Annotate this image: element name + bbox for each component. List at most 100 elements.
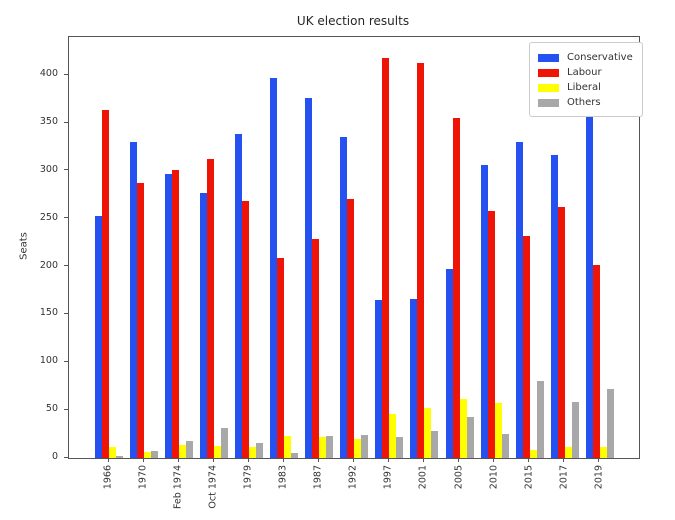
bar-liberal-1970 (144, 452, 152, 458)
y-tick-label: 150 (39, 307, 58, 319)
x-tick-label: 2015 (523, 465, 535, 490)
x-tick-label: 1966 (102, 465, 114, 490)
bar-conservative-2005 (445, 268, 453, 458)
bar-conservative-1987 (305, 98, 313, 458)
y-tick-label: 350 (39, 116, 58, 128)
bar-others-1997 (396, 436, 404, 458)
x-tick-mark (563, 458, 565, 462)
bar-labour-1970 (137, 183, 145, 458)
x-tick-label: 2017 (558, 465, 570, 490)
bar-liberal-1979 (249, 447, 257, 458)
bar-others-1970 (151, 451, 159, 458)
bar-conservative-2015 (515, 142, 523, 458)
bar-labour-1997 (382, 58, 390, 458)
y-tick-label: 200 (39, 259, 58, 271)
bar-labour-2015 (522, 236, 530, 458)
bar-conservative-oct-1974 (200, 192, 208, 458)
bar-others-2017 (571, 401, 579, 458)
y-tick-label: 50 (45, 403, 58, 415)
y-tick-mark (64, 265, 68, 267)
bar-labour-2017 (557, 207, 565, 458)
bar-others-1983 (291, 453, 299, 458)
x-tick-mark (458, 458, 459, 462)
y-tick-mark (64, 408, 68, 410)
x-tick-label: 1970 (137, 465, 149, 490)
bar-labour-1979 (242, 200, 250, 458)
y-axis-label: Seats (18, 232, 30, 260)
y-tick-label: 0 (51, 451, 58, 462)
x-tick-label: Feb 1974 (172, 465, 184, 510)
x-tick-mark (142, 458, 144, 462)
x-tick-mark (212, 458, 214, 462)
bar-liberal-2015 (529, 450, 537, 458)
bar-labour-feb-1974 (172, 170, 180, 458)
y-tick-mark (64, 217, 68, 219)
x-tick-mark (352, 458, 354, 462)
bar-labour-2019 (592, 264, 600, 458)
bar-liberal-2017 (564, 446, 572, 458)
legend-swatch-liberal (538, 83, 559, 92)
y-tick-label: 400 (39, 68, 58, 80)
bar-labour-2010 (487, 211, 495, 458)
x-tick-label: 2010 (488, 465, 500, 490)
x-tick-mark (107, 458, 109, 462)
bar-others-2010 (501, 434, 509, 458)
x-tick-mark (493, 458, 495, 462)
bar-conservative-feb-1974 (165, 173, 173, 458)
bar-others-2005 (466, 416, 474, 458)
y-tick-mark (64, 121, 68, 123)
y-tick-mark (64, 456, 68, 458)
x-tick-mark (528, 458, 530, 462)
legend-swatch-conservative (538, 53, 559, 62)
x-tick-label: 2001 (417, 465, 429, 490)
bar-conservative-1970 (130, 142, 138, 458)
x-tick-mark (422, 458, 424, 462)
bar-labour-1983 (277, 258, 285, 458)
x-tick-mark (247, 458, 249, 462)
bar-conservative-1983 (270, 78, 278, 458)
x-tick-mark (177, 458, 179, 462)
bar-liberal-2001 (424, 408, 432, 458)
legend-item-others: Others (538, 95, 633, 110)
x-tick-label: Oct 1974 (207, 465, 219, 509)
bar-labour-1966 (102, 109, 109, 458)
x-tick-label: 2019 (593, 465, 605, 490)
y-tick-mark (64, 73, 68, 75)
bar-others-1979 (256, 442, 264, 458)
chart-title: UK election results (296, 14, 410, 28)
bar-others-2019 (606, 389, 614, 458)
bar-liberal-oct-1974 (214, 445, 222, 458)
bar-liberal-2019 (599, 447, 607, 458)
bar-labour-oct-1974 (207, 158, 215, 458)
x-tick-mark (598, 458, 600, 462)
bar-liberal-feb-1974 (179, 444, 187, 458)
legend: Conservative Labour Liberal Others (529, 42, 643, 117)
legend-label: Conservative (567, 52, 633, 63)
bar-labour-1992 (347, 198, 355, 458)
x-tick-mark (387, 458, 389, 462)
bar-labour-1987 (312, 238, 320, 458)
legend-swatch-others (538, 98, 559, 107)
bar-labour-2001 (417, 62, 425, 458)
legend-item-labour: Labour (538, 65, 633, 80)
bar-liberal-2005 (459, 398, 467, 458)
bar-conservative-1992 (340, 136, 348, 458)
legend-item-liberal: Liberal (538, 80, 633, 95)
bar-liberal-1997 (389, 414, 397, 458)
legend-swatch-labour (538, 68, 559, 77)
bar-conservative-2010 (480, 165, 488, 458)
y-tick-mark (64, 360, 68, 362)
x-tick-label: 2005 (453, 465, 464, 490)
y-tick-label: 100 (39, 355, 58, 367)
bar-labour-2005 (452, 118, 460, 458)
legend-label: Labour (567, 67, 602, 78)
x-tick-label: 1992 (347, 465, 359, 490)
x-tick-label: 1983 (277, 465, 289, 490)
x-tick-label: 1987 (312, 465, 324, 490)
x-tick-mark (282, 458, 284, 462)
legend-item-conservative: Conservative (538, 50, 633, 65)
legend-label: Others (567, 97, 601, 108)
legend-label: Liberal (567, 82, 601, 93)
y-tick-label: 300 (39, 163, 58, 175)
